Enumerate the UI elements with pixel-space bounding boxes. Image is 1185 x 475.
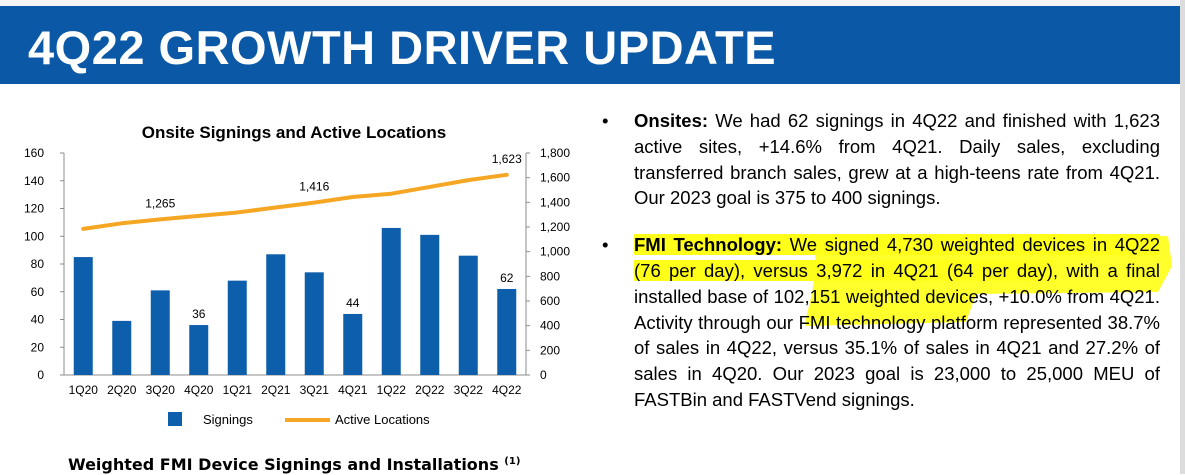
left-tick-label: 120 (24, 202, 44, 216)
left-tick-label: 60 (31, 285, 45, 299)
left-tick-label: 160 (24, 146, 44, 160)
right-tick-label: 1,200 (540, 220, 570, 234)
bar-data-label: 62 (500, 271, 514, 285)
bullet-label: Onsites: (634, 110, 709, 131)
bullet-label: FMI Technology: (634, 234, 783, 256)
signings-bar (458, 255, 478, 375)
signings-bar (420, 234, 440, 375)
chart-title: Onsite Signings and Active Locations (142, 123, 446, 142)
right-tick-label: 600 (540, 294, 560, 308)
category-label: 2Q22 (415, 383, 445, 397)
left-tick-label: 80 (31, 257, 45, 271)
category-label: 3Q20 (146, 383, 176, 397)
signings-bar (266, 254, 286, 375)
bar-data-label: 44 (346, 296, 360, 310)
signings-bar (150, 290, 170, 375)
left-tick-label: 40 (31, 313, 45, 327)
category-label: 2Q21 (261, 383, 291, 397)
bullet-dot: • (602, 234, 609, 256)
title-banner: 4Q22 GROWTH DRIVER UPDATE (0, 6, 1180, 84)
bullet-text: We had 62 signings in 4Q22 and finished … (634, 110, 1160, 209)
page-title: 4Q22 GROWTH DRIVER UPDATE (28, 21, 777, 74)
category-label: 1Q21 (223, 383, 253, 397)
legend-signings-swatch (168, 412, 182, 426)
bullet-dot: • (602, 110, 609, 131)
bullet-text: , with a final installed base of 102,151… (634, 259, 1160, 410)
right-tick-label: 1,400 (540, 195, 570, 209)
legend-active-label: Active Locations (335, 412, 430, 427)
left-tick-label: 0 (37, 368, 44, 382)
bar-data-label: 36 (192, 307, 206, 321)
onsite-signings-chart: Onsite Signings and Active Locations 0 20… (24, 123, 570, 427)
second-chart-title: Weighted FMI Device Signings and Install… (68, 452, 520, 475)
line-data-label: 1,623 (492, 152, 522, 166)
footnote-marker: (1) (504, 456, 521, 467)
category-label: 2Q20 (107, 383, 137, 397)
second-chart-title-text: Weighted FMI Device Signings and Install… (68, 455, 499, 474)
signings-bar (227, 280, 247, 375)
category-label: 3Q21 (300, 383, 330, 397)
signings-bar (189, 325, 209, 375)
signings-bar (497, 288, 517, 375)
top-edge (0, 0, 1185, 6)
right-tick-label: 1,600 (540, 171, 570, 185)
signings-bar (381, 227, 401, 375)
left-tick-label: 20 (31, 340, 45, 354)
window-edge (1180, 0, 1185, 474)
signings-bar (304, 272, 324, 375)
category-label: 3Q22 (454, 383, 484, 397)
category-label: 4Q21 (338, 383, 368, 397)
right-tick-label: 1,000 (540, 245, 570, 259)
right-tick-label: 1,800 (540, 146, 570, 160)
signings-bar (343, 313, 363, 375)
right-tick-label: 0 (540, 368, 547, 382)
bullet-fmi-technology: • FMI Technology: We signed 4,730 weight… (600, 232, 1160, 413)
growth-driver-bullets: • Onsites: We had 62 signings in 4Q22 an… (600, 108, 1160, 434)
category-label: 1Q20 (69, 383, 99, 397)
signings-bar (73, 257, 93, 375)
category-label: 4Q22 (492, 383, 522, 397)
left-tick-label: 100 (24, 229, 44, 243)
right-tick-label: 800 (540, 269, 560, 283)
active-locations-line (81, 172, 509, 231)
signings-bar (112, 320, 132, 375)
right-tick-label: 200 (540, 343, 560, 357)
category-label: 4Q20 (184, 383, 214, 397)
left-tick-label: 140 (24, 174, 44, 188)
line-data-label: 1,416 (299, 180, 329, 194)
right-tick-label: 400 (540, 319, 560, 333)
line-data-label: 1,265 (145, 196, 175, 210)
category-label: 1Q22 (377, 383, 407, 397)
bullet-onsites: • Onsites: We had 62 signings in 4Q22 an… (600, 108, 1160, 211)
legend-signings-label: Signings (203, 412, 253, 427)
